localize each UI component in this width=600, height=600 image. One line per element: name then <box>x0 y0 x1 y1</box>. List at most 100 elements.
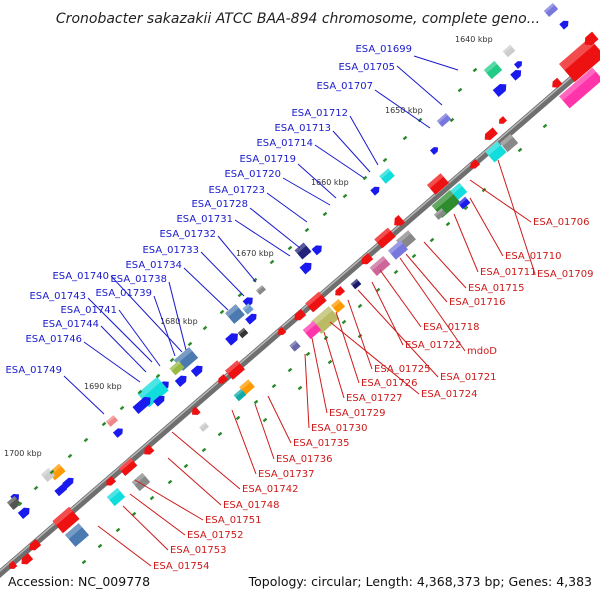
gene-label: ESA_01713 <box>274 123 331 134</box>
leader-line <box>469 197 504 257</box>
tick-dash <box>252 277 258 283</box>
reverse-feature <box>233 388 247 402</box>
forward-feature <box>132 396 151 414</box>
gene-label: ESA_01710 <box>505 251 562 262</box>
gene-label: ESA_01734 <box>125 260 182 271</box>
tick-dash <box>402 135 408 141</box>
gene-label: ESA_01735 <box>293 438 350 449</box>
leader-line <box>63 375 105 415</box>
tick-dash <box>305 351 311 357</box>
tick-dash <box>357 303 363 309</box>
reverse-feature <box>335 286 346 296</box>
reverse-feature <box>118 457 138 477</box>
forward-feature <box>105 415 119 427</box>
tick-dash <box>83 437 89 443</box>
forward-feature <box>225 304 245 324</box>
leader-line <box>311 337 328 414</box>
leader-line <box>200 251 245 297</box>
forward-feature <box>6 495 22 511</box>
forward-feature <box>256 285 266 295</box>
gene-label: ESA_01753 <box>170 545 227 556</box>
leader-line <box>183 267 229 311</box>
reverse-feature <box>374 227 396 249</box>
reverse-feature <box>21 553 34 565</box>
tick-label: 1640 kbp <box>455 35 493 44</box>
reverse-feature <box>361 253 374 265</box>
tick-dash <box>201 447 207 453</box>
gene-label: ESA_01725 <box>374 364 431 375</box>
reverse-feature <box>559 67 600 109</box>
tick-dash <box>219 309 225 315</box>
leader-line <box>297 163 337 199</box>
reverse-feature <box>106 487 126 507</box>
tick-dash <box>119 405 125 411</box>
tick-dash <box>235 415 241 421</box>
tick-dash <box>269 259 275 265</box>
gene-label: ESA_01719 <box>239 154 296 165</box>
leader-line <box>167 457 222 506</box>
gene-label: ESA_01730 <box>311 423 368 434</box>
tick-label: 1670 kbp <box>236 249 274 258</box>
reverse-feature <box>433 208 447 220</box>
tick-dash <box>449 117 455 123</box>
leader-line <box>329 321 420 395</box>
forward-feature <box>492 83 507 97</box>
gene-label: ESA_01724 <box>421 389 478 400</box>
reverse-feature <box>369 255 391 277</box>
leader-line <box>168 281 187 351</box>
reverse-feature <box>277 326 287 335</box>
gene-label: ESA_01742 <box>242 484 299 495</box>
leader-line <box>374 89 431 129</box>
gene-label: ESA_01752 <box>187 530 244 541</box>
reverse-feature <box>584 31 599 46</box>
reverse-feature <box>498 116 507 124</box>
leader-line <box>83 341 141 383</box>
tick-dash <box>183 463 189 469</box>
tick-dash <box>167 479 173 485</box>
reverse-feature <box>484 127 498 140</box>
leader-line <box>349 115 379 166</box>
reverse-feature <box>552 77 563 88</box>
tick-dash <box>411 253 417 259</box>
leader-line <box>399 257 466 352</box>
forward-feature <box>54 484 68 497</box>
tick-dash <box>67 453 73 459</box>
reverse-feature <box>294 309 307 321</box>
forward-feature <box>379 168 395 184</box>
tick-dash <box>417 117 423 123</box>
tick-label: 1660 kbp <box>311 178 349 187</box>
reverse-feature <box>470 159 481 169</box>
tick-dash <box>542 123 548 129</box>
leader-line <box>267 395 292 444</box>
tick-dash <box>149 495 155 501</box>
leader-line <box>497 159 536 275</box>
gene-label: ESA_01749 <box>5 365 62 376</box>
gene-label: ESA_01709 <box>537 269 594 280</box>
forward-feature <box>543 3 559 17</box>
tick-dash <box>17 501 23 507</box>
leader-line <box>217 235 257 283</box>
tick-dash <box>271 383 277 389</box>
reverse-feature <box>350 278 362 290</box>
gene-label: ESA_01740 <box>52 271 109 282</box>
gene-label: ESA_01727 <box>346 393 403 404</box>
gene-label: ESA_01721 <box>440 372 497 383</box>
leader-line <box>379 269 422 328</box>
gene-label: ESA_01748 <box>223 500 280 511</box>
leader-line <box>87 297 153 363</box>
gene-label: ESA_01706 <box>533 217 590 228</box>
reverse-feature <box>559 37 600 83</box>
tick-dash <box>327 359 333 365</box>
leader-line <box>335 311 360 384</box>
gene-label: ESA_01726 <box>361 378 418 389</box>
leader-line <box>134 479 204 521</box>
gene-label: ESA_01728 <box>191 199 248 210</box>
tick-dash <box>341 319 347 325</box>
tick-dash <box>362 175 368 181</box>
tick-label: 1700 kbp <box>4 449 42 458</box>
gene-label: ESA_01751 <box>205 515 262 526</box>
tick-dash <box>33 485 39 491</box>
gene-label: ESA_01723 <box>208 185 265 196</box>
forward-feature <box>17 507 30 519</box>
